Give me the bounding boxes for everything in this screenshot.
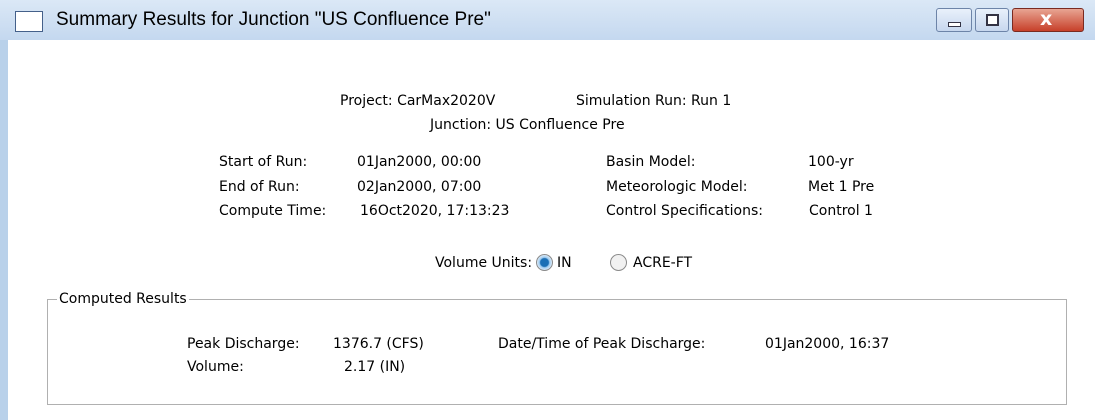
junction: Junction: US Confluence Pre <box>430 117 625 133</box>
window-title: Summary Results for Junction "US Conflue… <box>56 9 491 30</box>
result-label: Volume: <box>187 359 244 375</box>
result-value: 01Jan2000, 16:37 <box>765 336 890 352</box>
model-label: Meteorologic Model: <box>606 179 748 195</box>
model-value: Met 1 Pre <box>808 179 875 195</box>
radio-in[interactable] <box>536 254 553 271</box>
result-value: 1376.7 (CFS) <box>333 336 424 352</box>
result-label: Date/Time of Peak Discharge: <box>498 336 706 352</box>
model-label: Basin Model: <box>606 154 696 170</box>
result-label: Peak Discharge: <box>187 336 300 352</box>
simulation-run: Simulation Run: Run 1 <box>576 93 732 109</box>
radio-label[interactable]: IN <box>557 255 572 271</box>
run-label: Compute Time: <box>219 203 327 219</box>
dialog-body: Project: CarMax2020V Simulation Run: Run… <box>8 40 1095 420</box>
minimize-button[interactable] <box>936 8 972 32</box>
run-value: 01Jan2000, 00:00 <box>357 154 482 170</box>
maximize-button[interactable] <box>975 8 1009 32</box>
window-icon <box>15 11 43 32</box>
radio-acre-ft[interactable] <box>610 254 627 271</box>
run-label: End of Run: <box>219 179 300 195</box>
volume-units-label: Volume Units: <box>435 255 533 271</box>
model-label: Control Specifications: <box>606 203 763 219</box>
close-button[interactable]: x <box>1012 8 1084 32</box>
result-value: 2.17 (IN) <box>344 359 406 375</box>
model-value: Control 1 <box>809 203 873 219</box>
run-value: 02Jan2000, 07:00 <box>357 179 482 195</box>
group-title: Computed Results <box>57 290 189 308</box>
title-bar: Summary Results for Junction "US Conflue… <box>0 0 1095 40</box>
radio-label[interactable]: ACRE-FT <box>633 255 693 271</box>
model-value: 100-yr <box>808 154 854 170</box>
run-value: 16Oct2020, 17:13:23 <box>360 203 510 219</box>
project: Project: CarMax2020V <box>340 93 496 109</box>
results-group <box>47 299 1067 405</box>
run-label: Start of Run: <box>219 154 308 170</box>
